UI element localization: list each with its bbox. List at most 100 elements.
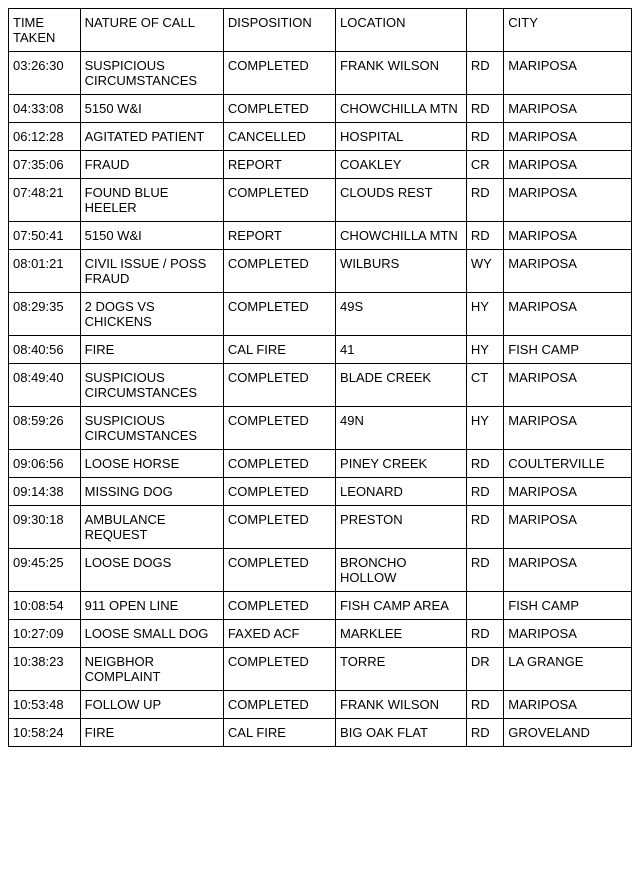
- cell-nature: LOOSE DOGS: [80, 549, 223, 592]
- cell-location: CLOUDS REST: [336, 179, 467, 222]
- cell-city: COULTERVILLE: [504, 450, 632, 478]
- cell-suffix: RD: [466, 506, 503, 549]
- cell-location: FISH CAMP AREA: [336, 592, 467, 620]
- call-log-table: TIME TAKEN NATURE OF CALL DISPOSITION LO…: [8, 8, 632, 747]
- cell-city: MARIPOSA: [504, 179, 632, 222]
- cell-suffix: RD: [466, 719, 503, 747]
- cell-city: MARIPOSA: [504, 222, 632, 250]
- cell-time: 10:08:54: [9, 592, 81, 620]
- cell-nature: SUSPICIOUS CIRCUMSTANCES: [80, 407, 223, 450]
- cell-city: MARIPOSA: [504, 95, 632, 123]
- table-row: 08:01:21CIVIL ISSUE / POSS FRAUDCOMPLETE…: [9, 250, 632, 293]
- table-row: 10:27:09LOOSE SMALL DOGFAXED ACFMARKLEER…: [9, 620, 632, 648]
- cell-time: 07:35:06: [9, 151, 81, 179]
- cell-disposition: COMPLETED: [223, 592, 335, 620]
- cell-disposition: COMPLETED: [223, 95, 335, 123]
- cell-nature: FOLLOW UP: [80, 691, 223, 719]
- cell-time: 09:14:38: [9, 478, 81, 506]
- cell-city: MARIPOSA: [504, 151, 632, 179]
- cell-location: HOSPITAL: [336, 123, 467, 151]
- cell-time: 09:45:25: [9, 549, 81, 592]
- cell-nature: FRAUD: [80, 151, 223, 179]
- cell-city: MARIPOSA: [504, 478, 632, 506]
- cell-time: 08:40:56: [9, 336, 81, 364]
- table-row: 07:48:21FOUND BLUE HEELERCOMPLETEDCLOUDS…: [9, 179, 632, 222]
- table-row: 08:59:26SUSPICIOUS CIRCUMSTANCESCOMPLETE…: [9, 407, 632, 450]
- table-row: 09:30:18AMBULANCE REQUESTCOMPLETEDPRESTO…: [9, 506, 632, 549]
- cell-location: 49S: [336, 293, 467, 336]
- cell-disposition: COMPLETED: [223, 478, 335, 506]
- cell-location: WILBURS: [336, 250, 467, 293]
- cell-location: CHOWCHILLA MTN: [336, 95, 467, 123]
- table-row: 07:50:415150 W&IREPORTCHOWCHILLA MTNRDMA…: [9, 222, 632, 250]
- cell-location: LEONARD: [336, 478, 467, 506]
- cell-location: PRESTON: [336, 506, 467, 549]
- table-row: 09:06:56LOOSE HORSECOMPLETEDPINEY CREEKR…: [9, 450, 632, 478]
- cell-nature: LOOSE HORSE: [80, 450, 223, 478]
- cell-disposition: COMPLETED: [223, 648, 335, 691]
- cell-city: MARIPOSA: [504, 506, 632, 549]
- cell-nature: FOUND BLUE HEELER: [80, 179, 223, 222]
- cell-disposition: COMPLETED: [223, 506, 335, 549]
- cell-suffix: RD: [466, 179, 503, 222]
- cell-suffix: RD: [466, 620, 503, 648]
- cell-nature: FIRE: [80, 336, 223, 364]
- cell-suffix: RD: [466, 95, 503, 123]
- cell-time: 08:29:35: [9, 293, 81, 336]
- header-city: CITY: [504, 9, 632, 52]
- cell-suffix: RD: [466, 123, 503, 151]
- cell-nature: FIRE: [80, 719, 223, 747]
- cell-location: FRANK WILSON: [336, 52, 467, 95]
- cell-time: 08:59:26: [9, 407, 81, 450]
- cell-location: COAKLEY: [336, 151, 467, 179]
- table-row: 06:12:28AGITATED PATIENTCANCELLEDHOSPITA…: [9, 123, 632, 151]
- cell-time: 08:01:21: [9, 250, 81, 293]
- table-row: 09:45:25LOOSE DOGSCOMPLETEDBRONCHO HOLLO…: [9, 549, 632, 592]
- cell-city: FISH CAMP: [504, 336, 632, 364]
- header-nature-of-call: NATURE OF CALL: [80, 9, 223, 52]
- cell-nature: SUSPICIOUS CIRCUMSTANCES: [80, 364, 223, 407]
- cell-disposition: COMPLETED: [223, 179, 335, 222]
- cell-suffix: RD: [466, 52, 503, 95]
- cell-city: MARIPOSA: [504, 52, 632, 95]
- cell-time: 09:06:56: [9, 450, 81, 478]
- cell-location: BIG OAK FLAT: [336, 719, 467, 747]
- cell-suffix: RD: [466, 222, 503, 250]
- cell-time: 07:48:21: [9, 179, 81, 222]
- cell-disposition: COMPLETED: [223, 691, 335, 719]
- cell-time: 10:53:48: [9, 691, 81, 719]
- cell-suffix: HY: [466, 407, 503, 450]
- cell-time: 04:33:08: [9, 95, 81, 123]
- cell-disposition: COMPLETED: [223, 407, 335, 450]
- cell-disposition: COMPLETED: [223, 52, 335, 95]
- cell-nature: NEIGBHOR COMPLAINT: [80, 648, 223, 691]
- cell-city: MARIPOSA: [504, 549, 632, 592]
- header-suffix: [466, 9, 503, 52]
- cell-time: 08:49:40: [9, 364, 81, 407]
- table-row: 10:08:54911 OPEN LINECOMPLETEDFISH CAMP …: [9, 592, 632, 620]
- cell-city: LA GRANGE: [504, 648, 632, 691]
- cell-nature: 5150 W&I: [80, 222, 223, 250]
- cell-suffix: RD: [466, 691, 503, 719]
- cell-disposition: REPORT: [223, 151, 335, 179]
- table-row: 10:38:23NEIGBHOR COMPLAINTCOMPLETEDTORRE…: [9, 648, 632, 691]
- cell-time: 10:27:09: [9, 620, 81, 648]
- cell-time: 06:12:28: [9, 123, 81, 151]
- cell-suffix: DR: [466, 648, 503, 691]
- cell-city: FISH CAMP: [504, 592, 632, 620]
- header-disposition: DISPOSITION: [223, 9, 335, 52]
- cell-disposition: CANCELLED: [223, 123, 335, 151]
- cell-location: PINEY CREEK: [336, 450, 467, 478]
- cell-disposition: FAXED ACF: [223, 620, 335, 648]
- table-row: 08:49:40SUSPICIOUS CIRCUMSTANCESCOMPLETE…: [9, 364, 632, 407]
- cell-location: BRONCHO HOLLOW: [336, 549, 467, 592]
- cell-location: 49N: [336, 407, 467, 450]
- cell-time: 10:58:24: [9, 719, 81, 747]
- cell-location: CHOWCHILLA MTN: [336, 222, 467, 250]
- cell-disposition: REPORT: [223, 222, 335, 250]
- cell-disposition: CAL FIRE: [223, 719, 335, 747]
- cell-disposition: CAL FIRE: [223, 336, 335, 364]
- cell-city: GROVELAND: [504, 719, 632, 747]
- cell-suffix: RD: [466, 549, 503, 592]
- cell-disposition: COMPLETED: [223, 364, 335, 407]
